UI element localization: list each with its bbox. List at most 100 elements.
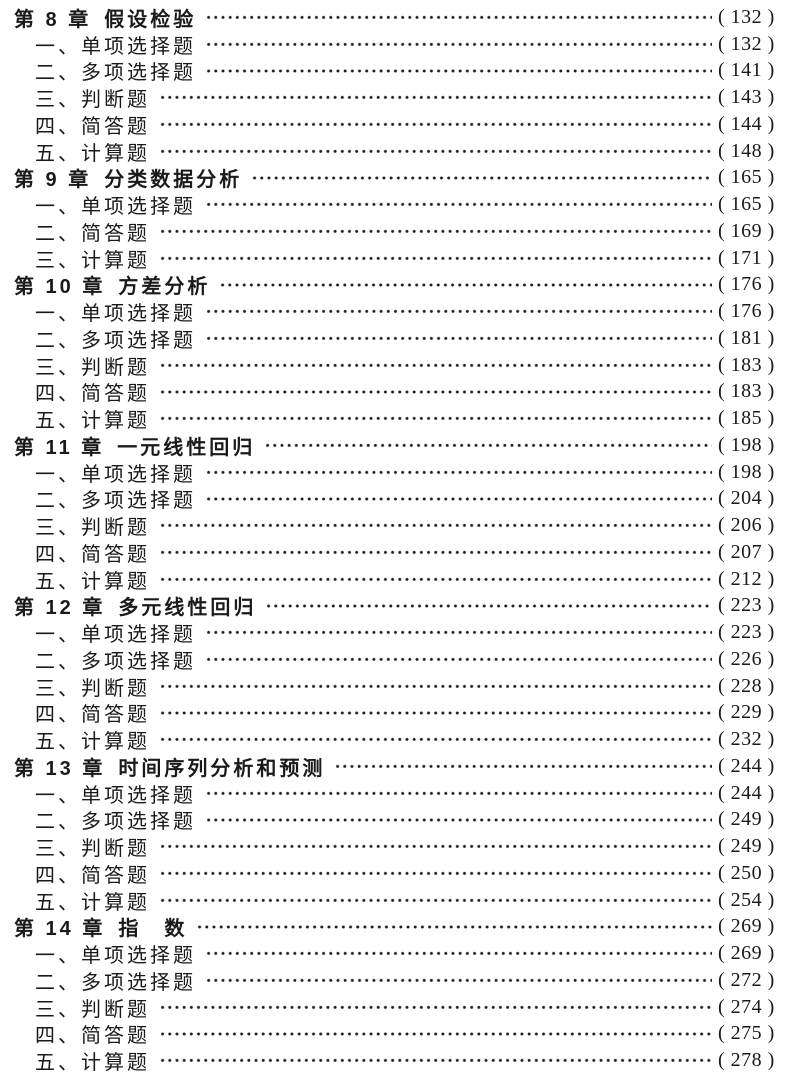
item-title: 一、单项选择题 xyxy=(35,784,196,807)
page-number: ( 272 ) xyxy=(718,968,775,991)
chapter-title: 多元线性回归 xyxy=(118,597,257,620)
item-title: 五、计算题 xyxy=(35,1052,150,1075)
toc-item-row: 一、单项选择题 ( 165 ) xyxy=(0,191,790,218)
chapter-number: 第 9 章 xyxy=(14,169,92,192)
page-number: ( 207 ) xyxy=(718,540,775,563)
item-title: 三、计算题 xyxy=(35,249,150,272)
toc-item-row: 四、简答题 ( 183 ) xyxy=(0,378,790,405)
toc-item-row: 一、单项选择题 ( 269 ) xyxy=(0,940,790,967)
dot-leader xyxy=(157,726,712,753)
item-title: 五、计算题 xyxy=(35,731,150,754)
toc-item-row: 二、简答题 ( 169 ) xyxy=(0,218,790,245)
dot-leader xyxy=(203,967,712,994)
chapter-title: 分类数据分析 xyxy=(104,169,243,192)
dot-leader xyxy=(157,860,712,887)
item-title: 四、简答题 xyxy=(35,864,150,887)
toc-item-row: 一、单项选择题 ( 198 ) xyxy=(0,458,790,486)
dot-leader xyxy=(157,886,712,914)
item-title: 三、判断题 xyxy=(35,998,150,1021)
toc-item-row: 二、多项选择题 ( 181 ) xyxy=(0,325,790,352)
toc-chapter-row: 第 13 章 时间序列分析和预测 ( 244 ) xyxy=(0,753,790,780)
dot-leader xyxy=(203,485,712,513)
toc-item-row: 三、判断题 ( 143 ) xyxy=(0,84,790,111)
dot-leader xyxy=(157,565,712,593)
dot-leader xyxy=(203,57,712,85)
toc-item-row: 四、简答题 ( 207 ) xyxy=(0,539,790,566)
page-number: ( 176 ) xyxy=(718,273,775,296)
toc-item-row: 三、判断题 ( 249 ) xyxy=(0,833,790,860)
toc-chapter-row: 第 14 章 指 数 ( 269 ) xyxy=(0,913,790,941)
dot-leader xyxy=(262,432,712,459)
dot-leader xyxy=(157,218,712,245)
toc-item-row: 二、多项选择题 ( 226 ) xyxy=(0,646,790,673)
page-number: ( 143 ) xyxy=(718,86,775,109)
item-title: 五、计算题 xyxy=(35,142,150,165)
toc-item-row: 五、计算题 ( 232 ) xyxy=(0,726,790,753)
dot-leader xyxy=(203,191,712,218)
toc-item-row: 四、简答题 ( 250 ) xyxy=(0,860,790,887)
page-number: ( 132 ) xyxy=(718,32,775,55)
dot-leader xyxy=(203,325,712,352)
page-number: ( 148 ) xyxy=(718,139,775,162)
page-number: ( 275 ) xyxy=(718,1022,775,1045)
item-title: 三、判断题 xyxy=(35,89,150,112)
toc-item-row: 五、计算题 ( 254 ) xyxy=(0,886,790,914)
dot-leader xyxy=(203,619,712,646)
page-number: ( 269 ) xyxy=(718,942,775,965)
toc-chapter-row: 第 9 章 分类数据分析 ( 165 ) xyxy=(0,164,790,192)
toc-item-row: 一、单项选择题 ( 176 ) xyxy=(0,298,790,325)
dot-leader xyxy=(217,271,712,299)
item-title: 四、简答题 xyxy=(35,1025,150,1048)
item-title: 五、计算题 xyxy=(35,410,150,433)
page-number: ( 183 ) xyxy=(718,353,775,376)
page-number: ( 212 ) xyxy=(718,567,775,590)
page-number: ( 229 ) xyxy=(718,701,775,724)
chapter-title: 假设检验 xyxy=(104,8,197,31)
dot-leader xyxy=(157,111,712,138)
page-number: ( 232 ) xyxy=(718,728,775,751)
item-title: 二、多项选择题 xyxy=(35,62,196,85)
toc-item-row: 二、多项选择题 ( 141 ) xyxy=(0,57,790,85)
page-number: ( 228 ) xyxy=(718,674,775,697)
dot-leader xyxy=(157,993,712,1021)
page-number: ( 165 ) xyxy=(718,193,775,216)
chapter-number: 第 14 章 xyxy=(14,918,106,941)
page-number: ( 254 ) xyxy=(718,888,775,911)
item-title: 二、多项选择题 xyxy=(35,971,196,994)
item-title: 三、判断题 xyxy=(35,677,150,700)
item-title: 一、单项选择题 xyxy=(35,35,196,58)
toc-item-row: 三、计算题 ( 171 ) xyxy=(0,244,790,272)
page-number: ( 141 ) xyxy=(718,59,775,82)
item-title: 四、简答题 xyxy=(35,115,150,138)
item-title: 三、判断题 xyxy=(35,838,150,861)
toc-item-row: 五、计算题 ( 278 ) xyxy=(0,1047,790,1074)
chapter-number: 第 12 章 xyxy=(14,597,106,620)
page-number: ( 223 ) xyxy=(718,621,775,644)
item-title: 二、多项选择题 xyxy=(35,650,196,673)
page-number: ( 185 ) xyxy=(718,407,775,430)
dot-leader xyxy=(157,539,712,566)
toc-item-row: 五、计算题 ( 185 ) xyxy=(0,405,790,432)
page-number: ( 171 ) xyxy=(718,246,775,269)
toc-item-row: 一、单项选择题 ( 244 ) xyxy=(0,779,790,807)
dot-leader xyxy=(203,940,712,967)
toc-item-row: 三、判断题 ( 274 ) xyxy=(0,993,790,1021)
dot-leader xyxy=(157,1047,712,1074)
dot-leader xyxy=(263,592,712,620)
dot-leader xyxy=(157,244,712,272)
chapter-number: 第 10 章 xyxy=(14,276,106,299)
dot-leader xyxy=(194,913,712,941)
chapter-number: 第 11 章 xyxy=(14,436,105,459)
dot-leader xyxy=(157,1020,712,1048)
item-title: 五、计算题 xyxy=(35,570,150,593)
toc-item-row: 一、单项选择题 ( 132 ) xyxy=(0,30,790,58)
page-number: ( 249 ) xyxy=(718,808,775,831)
page-number: ( 198 ) xyxy=(718,433,775,456)
item-title: 一、单项选择题 xyxy=(35,303,196,326)
dot-leader xyxy=(157,405,712,432)
dot-leader xyxy=(157,672,712,700)
page-number: ( 278 ) xyxy=(718,1049,775,1072)
item-title: 二、多项选择题 xyxy=(35,490,196,513)
page-number: ( 165 ) xyxy=(718,166,775,189)
toc-item-row: 五、计算题 ( 212 ) xyxy=(0,565,790,593)
